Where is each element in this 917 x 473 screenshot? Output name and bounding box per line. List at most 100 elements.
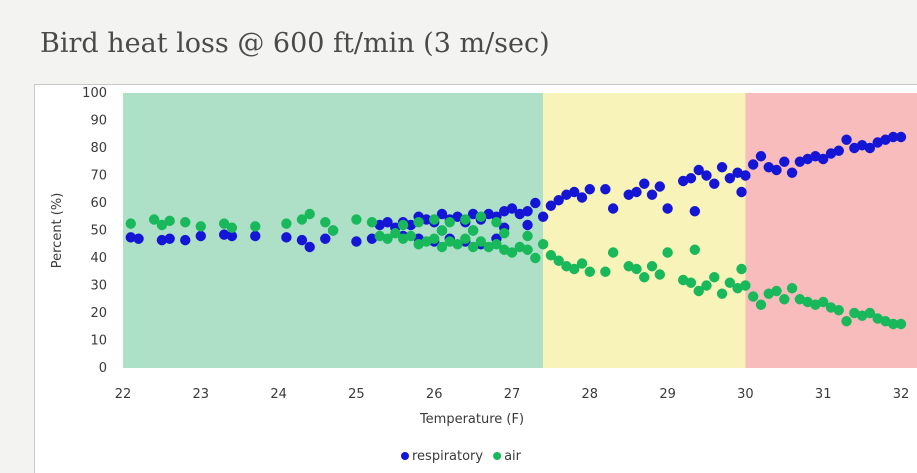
data-point: [689, 206, 701, 217]
data-point: [662, 247, 673, 258]
data-point: [218, 218, 230, 229]
data-point: [226, 230, 238, 242]
series-respiratory: [125, 131, 907, 253]
data-point: [530, 197, 541, 209]
data-point: [569, 186, 580, 198]
data-point: [397, 219, 409, 231]
data-point: [506, 203, 518, 214]
x-tick-label: 32: [893, 387, 910, 402]
data-point: [320, 233, 331, 244]
data-point: [405, 230, 417, 242]
legend-item-respiratory: respiratory: [401, 449, 483, 464]
data-point: [452, 239, 463, 250]
x-tick-label: 28: [582, 387, 599, 402]
y-tick-label: 60: [90, 196, 107, 211]
legend-item-air: air: [493, 449, 522, 464]
scatter-chart: 0 10 20 30 40 50 60 70 80 90 100 22 23 24 25 26 27 28 29 3…: [50, 86, 917, 464]
data-point: [701, 280, 712, 291]
data-point: [304, 208, 315, 220]
data-point: [413, 217, 424, 228]
data-point: [327, 225, 339, 236]
data-point: [281, 232, 292, 243]
data-point: [390, 228, 401, 239]
data-point: [366, 217, 378, 228]
data-point: [522, 219, 533, 231]
data-point: [444, 217, 455, 228]
data-point: [475, 211, 487, 222]
data-point: [429, 214, 440, 225]
data-point: [537, 211, 549, 222]
data-point: [747, 159, 759, 170]
data-point: [833, 145, 844, 156]
data-points: [125, 131, 907, 330]
x-tick-label: 30: [737, 387, 754, 402]
chart-title: Bird heat loss @ 600 ft/min (3 m/sec): [40, 28, 550, 59]
data-point: [716, 162, 728, 173]
data-point: [639, 272, 650, 283]
data-point: [467, 241, 479, 253]
legend-marker: [493, 452, 502, 460]
data-point: [522, 206, 533, 217]
data-point: [841, 134, 852, 145]
data-point: [530, 252, 541, 264]
data-point: [148, 214, 160, 225]
y-axis-ticks: 0 10 20 30 40 50 60 70 80 90 100: [82, 86, 107, 376]
legend-label: respiratory: [412, 449, 483, 464]
data-point: [382, 217, 393, 228]
data-point: [522, 230, 533, 242]
data-point: [553, 255, 564, 266]
y-tick-label: 40: [90, 251, 107, 266]
data-point: [576, 258, 588, 269]
data-point: [164, 215, 175, 227]
data-point: [195, 221, 206, 232]
x-tick-label: 26: [426, 387, 443, 402]
data-point: [654, 181, 666, 192]
data-point: [864, 307, 876, 319]
data-point: [436, 241, 448, 253]
data-point: [724, 277, 736, 288]
legend: respiratory air: [401, 449, 522, 464]
data-point: [689, 244, 701, 255]
data-point: [553, 195, 564, 206]
data-point: [429, 233, 440, 244]
data-point: [693, 285, 704, 297]
data-point: [736, 186, 747, 198]
data-point: [218, 229, 230, 240]
data-point: [755, 299, 767, 310]
data-point: [250, 221, 261, 232]
x-axis-label: Temperature (F): [419, 412, 524, 427]
data-point: [537, 239, 549, 250]
data-point: [195, 230, 206, 242]
y-axis-label: Percent (%): [50, 193, 65, 269]
data-point: [654, 269, 666, 280]
data-point: [584, 266, 595, 277]
zone-band: [543, 93, 746, 368]
x-tick-label: 29: [659, 387, 676, 402]
data-point: [646, 261, 658, 272]
zone-bands: [123, 93, 917, 368]
data-point: [786, 283, 798, 294]
data-point: [724, 173, 736, 184]
y-tick-label: 70: [90, 169, 107, 184]
data-point: [156, 234, 168, 246]
data-point: [382, 233, 393, 244]
data-point: [180, 217, 191, 228]
y-tick-label: 80: [90, 141, 107, 156]
data-point: [709, 178, 720, 189]
data-point: [709, 272, 720, 283]
data-point: [740, 280, 751, 291]
data-point: [600, 266, 611, 277]
data-point: [281, 218, 292, 229]
data-point: [436, 225, 448, 236]
data-point: [351, 236, 362, 247]
data-point: [685, 173, 697, 184]
data-point: [460, 214, 471, 225]
data-point: [156, 219, 168, 231]
data-point: [607, 203, 619, 214]
data-point: [133, 233, 144, 244]
y-tick-label: 10: [90, 334, 107, 349]
y-tick-label: 50: [90, 224, 107, 239]
data-point: [250, 230, 261, 242]
data-point: [736, 263, 747, 275]
